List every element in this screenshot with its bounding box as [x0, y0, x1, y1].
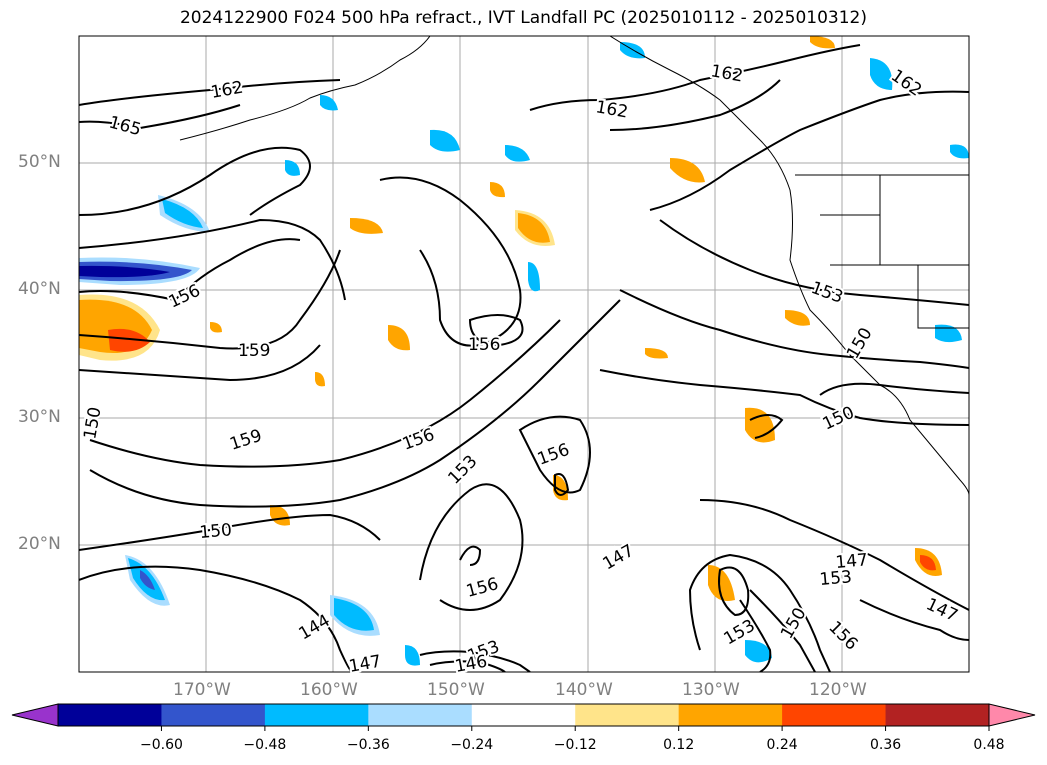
colorbar-segment [782, 704, 887, 726]
colorbar-extend-high [988, 703, 1036, 727]
colorbar-tick-label: −0.24 [450, 737, 493, 753]
contour-label: 147 [835, 550, 869, 573]
colorbar-segment [885, 704, 990, 726]
contour-label: 146 [453, 652, 488, 677]
contour-label: 162 [594, 97, 629, 122]
colorbar-segment [471, 704, 576, 726]
contour-label: 150 [199, 520, 233, 543]
coastlines [179, 36, 969, 496]
contour-label: 156 [468, 335, 500, 355]
colorbar-segment [58, 704, 162, 726]
contour-label: 153 [819, 567, 853, 590]
lon-tick-label: 170°W [173, 680, 231, 700]
lat-tick-label: 50°N [18, 152, 61, 172]
colorbar-extend-low [11, 703, 59, 727]
colorbar-tick-label: 0.12 [663, 737, 694, 753]
lon-tick-label: 140°W [555, 680, 613, 700]
colorbar-tick-label: 0.24 [767, 737, 798, 753]
lat-tick-label: 20°N [18, 534, 61, 554]
lon-tick-label: 160°W [300, 680, 358, 700]
contour-lines [79, 44, 969, 672]
graticule [79, 36, 969, 672]
colorbar-tick-label: −0.48 [243, 737, 286, 753]
colorbar-tick-label: 0.48 [973, 737, 1004, 753]
contour-label: 159 [238, 341, 270, 361]
colorbar-segment [678, 704, 783, 726]
colorbar-tick-label: −0.60 [140, 737, 183, 753]
shaded-anomalies [79, 36, 969, 666]
colorbar-tick-label: 0.36 [870, 737, 901, 753]
lat-tick-label: 40°N [18, 279, 61, 299]
lat-tick-label: 30°N [18, 407, 61, 427]
lon-tick-label: 150°W [427, 680, 485, 700]
contour-label: 147 [347, 652, 382, 677]
colorbar-segment [575, 704, 680, 726]
colorbar-border [57, 703, 990, 727]
colorbar-tick-label: −0.12 [554, 737, 597, 753]
map-title: 2024122900 F024 500 hPa refract., IVT La… [179, 8, 867, 28]
colorbar-tick-label: −0.36 [347, 737, 390, 753]
colorbar-segment [264, 704, 369, 726]
colorbar: −0.60 −0.48 −0.36 −0.24 −0.12 0.12 0.24 0.36 0.4… [11, 703, 1036, 753]
colorbar-segment [161, 704, 266, 726]
colorbar-segment [368, 704, 473, 726]
lon-tick-label: 130°W [682, 680, 740, 700]
lon-tick-label: 120°W [809, 680, 867, 700]
map-frame [78, 35, 970, 673]
